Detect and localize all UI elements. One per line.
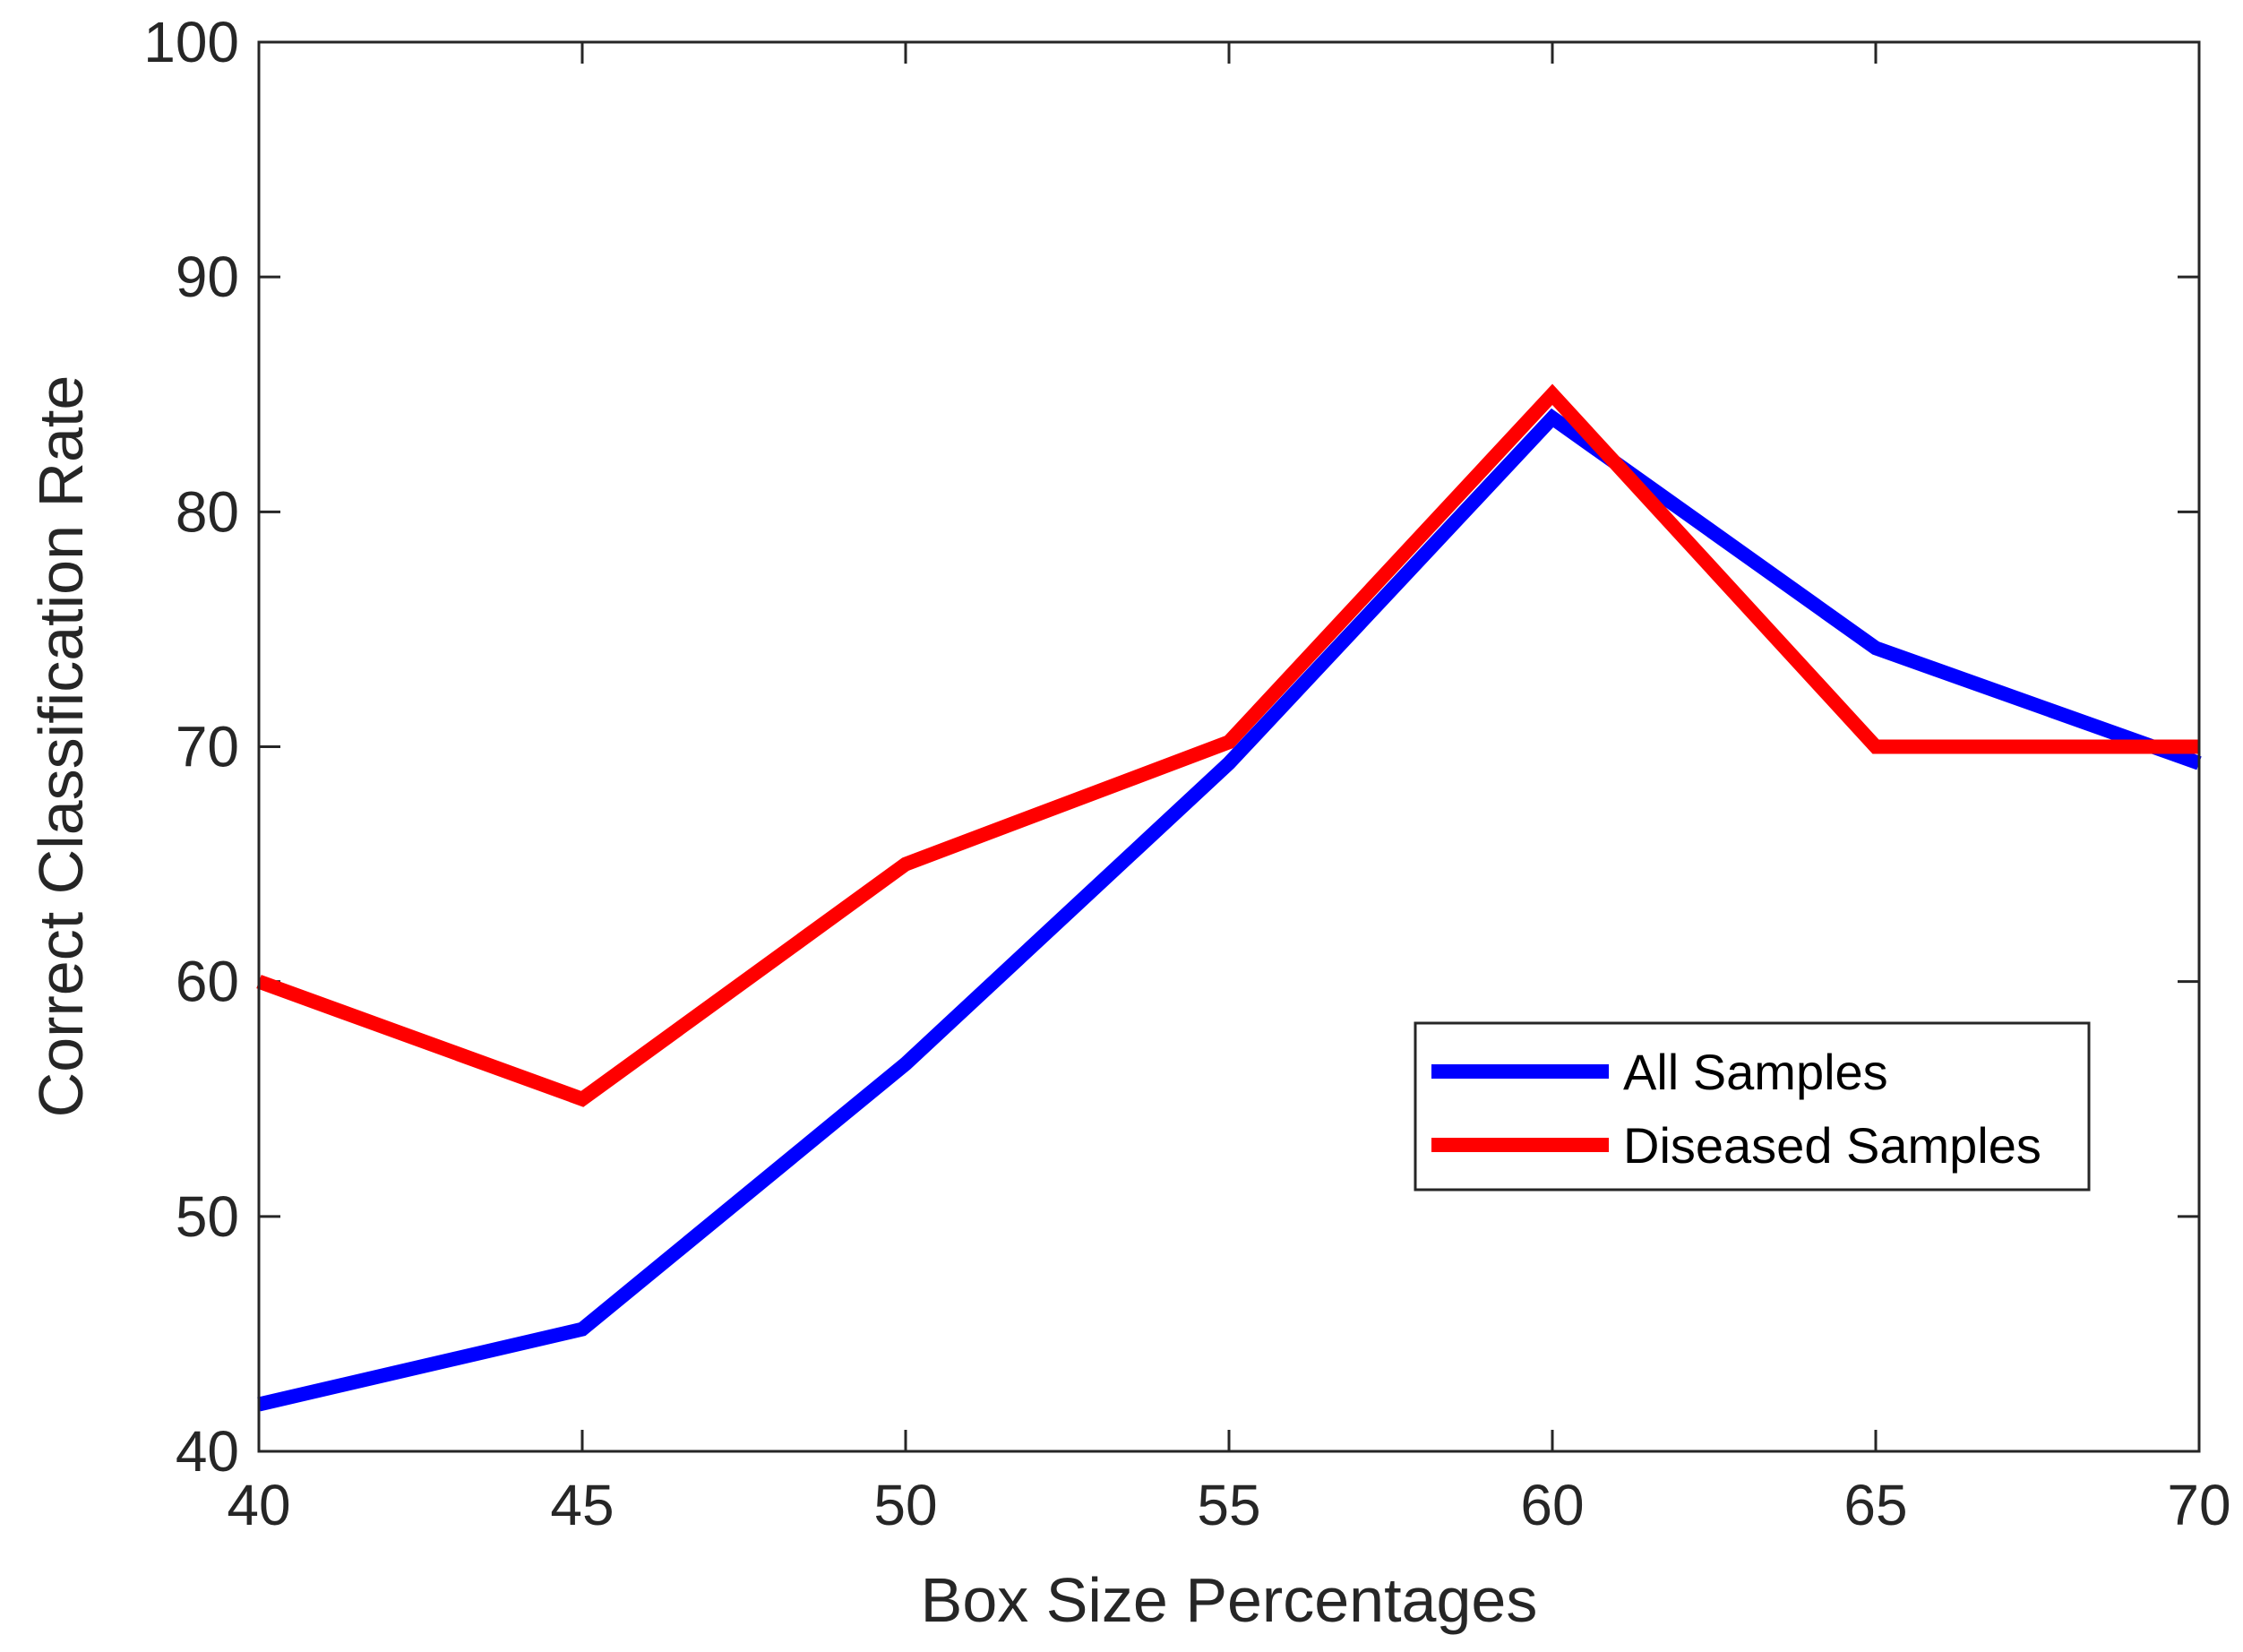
x-tick-label: 45: [550, 1473, 614, 1537]
x-tick-label: 40: [227, 1473, 290, 1537]
x-tick-label: 70: [2167, 1473, 2230, 1537]
y-tick-label: 40: [176, 1419, 239, 1484]
y-tick-label: 80: [176, 479, 239, 544]
legend-box: [1414, 1021, 2091, 1192]
y-axis-label: Correct Classification Rate: [26, 375, 96, 1118]
x-tick-label: 55: [1197, 1473, 1260, 1537]
x-axis-ticks: 40 45 50 55 60 65 70: [227, 42, 2231, 1537]
x-axis-label: Box Size Percentages: [921, 1565, 1538, 1635]
legend-label-diseased-samples: Diseased Samples: [1623, 1117, 2041, 1174]
y-axis-ticks: 40 50 60 70 80 90 100: [143, 10, 2199, 1484]
legend: All Samples Diseased Samples: [1414, 1021, 2091, 1192]
y-tick-label: 60: [176, 950, 239, 1014]
y-tick-label: 70: [176, 715, 239, 779]
legend-label-all-samples: All Samples: [1623, 1044, 1888, 1100]
y-tick-label: 90: [176, 245, 239, 309]
x-tick-label: 60: [1520, 1473, 1584, 1537]
x-tick-label: 50: [873, 1473, 937, 1537]
plot-frame: [257, 40, 2201, 1453]
y-tick-label: 50: [176, 1184, 239, 1249]
x-tick-label: 65: [1843, 1473, 1907, 1537]
y-tick-label: 100: [143, 10, 239, 74]
